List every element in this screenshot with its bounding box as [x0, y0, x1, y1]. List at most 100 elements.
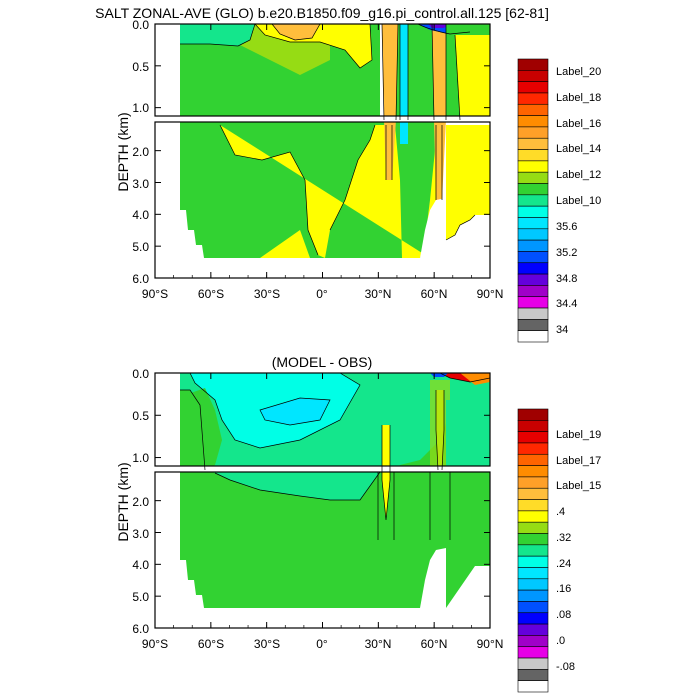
- cbar-2-swatch-24: [517, 680, 549, 693]
- cbar-1-label-2: Label_16: [556, 118, 601, 130]
- diff-region-north-cyan: [446, 400, 490, 472]
- cbar-1-swatch-2: [517, 81, 549, 94]
- panel-1-xtick-4: 30°N: [365, 287, 392, 301]
- cbar-1-swatch-0: [517, 58, 549, 71]
- cbar-1-label-6: 35.6: [556, 221, 577, 233]
- panel-2-ticks: [154, 372, 491, 629]
- panel-2-ytick-7: 6.0: [132, 622, 149, 636]
- diff-region-green-tongue: [185, 388, 222, 470]
- panel-1-ytick-5: 4.0: [132, 208, 149, 222]
- cbar-2-label-1: Label_17: [556, 455, 601, 467]
- diff-region-orange-surface: [460, 373, 490, 385]
- cbar-2-swatch-9: [517, 510, 549, 523]
- cbar-1-label-1: Label_18: [556, 92, 601, 104]
- cbar-1-swatch-23: [517, 319, 549, 331]
- panel-salt-zonal-ave: SALT ZONAL-AVE (GLO) b.e20.B1850.f09_g16…: [95, 5, 601, 343]
- land-mask-north-seafloor: [436, 198, 490, 278]
- cbar-1-label-4: Label_12: [556, 169, 601, 181]
- cbar-2-swatch-21: [517, 646, 549, 659]
- panel-1-title: SALT ZONAL-AVE (GLO) b.e20.B1850.f09_g16…: [95, 5, 549, 21]
- cbar-2-swatch-15: [517, 578, 549, 591]
- cbar-2-swatch-7: [517, 487, 549, 500]
- contour-region-purple-surface: [428, 24, 448, 28]
- cbar-2-swatch-2: [517, 431, 549, 444]
- contour-lines: [180, 24, 476, 256]
- cbar-1-swatch-10: [517, 171, 549, 184]
- cbar-1-swatch-16: [517, 239, 549, 252]
- panel-2-ytick-0: 0.0: [132, 367, 149, 381]
- panel-model-minus-obs: (MODEL - OBS): [115, 354, 601, 693]
- contour-region-cyan-column: [400, 24, 408, 144]
- panel-2-colorbar-labels: Label_19 Label_17 Label_15 .4 .32 .24 .1…: [556, 429, 601, 673]
- cbar-1-label-8: 34.8: [556, 273, 577, 285]
- panel-2-xtick-6: 90°N: [477, 637, 504, 651]
- diff-region-lightgreen-60n: [430, 380, 450, 472]
- section-gap: [155, 116, 490, 122]
- cbar-2-swatch-6: [517, 476, 549, 489]
- cbar-1-swatch-13: [517, 205, 549, 218]
- cbar-1-label-7: 35.2: [556, 247, 577, 259]
- panel-1-ytick-2: 1.0: [132, 101, 149, 115]
- panel-2-ytick-5: 4.0: [132, 558, 149, 572]
- cbar-1-label-5: Label_10: [556, 195, 601, 207]
- panel-2-contour-field: [155, 373, 490, 628]
- cbar-1-swatch-14: [517, 217, 549, 230]
- cbar-2-swatch-12: [517, 544, 549, 557]
- cbar-2-swatch-17: [517, 601, 549, 614]
- cbar-2-swatch-19: [517, 623, 549, 636]
- panel-1-xtick-6: 90°N: [477, 287, 504, 301]
- land-mask-seafloor: [215, 258, 420, 278]
- cbar-2-label-6: .16: [556, 583, 571, 595]
- cbar-2-swatch-23: [517, 669, 549, 681]
- panel-1-ticks: [154, 23, 491, 279]
- panel-2-ytick-1: 0.5: [132, 409, 149, 423]
- cbar-1-swatch-22: [517, 307, 549, 320]
- land-mask-south: [155, 24, 215, 278]
- panel-2-ytick-3: 2.0: [132, 495, 149, 509]
- cbar-2-swatch-20: [517, 635, 549, 648]
- cbar-2-swatch-16: [517, 589, 549, 602]
- panel-2-xtick-1: 60°S: [198, 637, 224, 651]
- land-mask-seafloor-2: [215, 608, 420, 628]
- cbar-2-label-2: Label_15: [556, 480, 601, 492]
- panel-2-xtick-4: 30°N: [365, 637, 392, 651]
- cbar-1-swatch-19: [517, 273, 549, 286]
- cbar-1-swatch-7: [517, 137, 549, 150]
- contour-region-cyan: [180, 24, 255, 46]
- cbar-2-label-5: .24: [556, 558, 571, 570]
- contour-region-yellow-lower: [220, 125, 440, 258]
- cbar-2-label-0: Label_19: [556, 429, 601, 441]
- panel-2-xtick-3: 0°: [316, 637, 328, 651]
- cbar-2-swatch-3: [517, 442, 549, 455]
- panel-1-ytick-3: 2.0: [132, 145, 149, 159]
- cbar-2-swatch-10: [517, 521, 549, 534]
- land-mask-north-2: [420, 550, 436, 628]
- panel-2-ytick-4: 3.0: [132, 527, 149, 541]
- panel-1-colorbar: [517, 58, 549, 343]
- cbar-2-swatch-22: [517, 657, 549, 670]
- cbar-2-label-8: .0: [556, 635, 565, 647]
- cbar-2-swatch-1: [517, 420, 549, 432]
- cbar-1-swatch-6: [517, 126, 549, 139]
- cbar-2-swatch-4: [517, 453, 549, 466]
- land-mask-south-2: [155, 373, 215, 628]
- cbar-1-swatch-8: [517, 149, 549, 162]
- cbar-1-swatch-20: [517, 285, 549, 298]
- cbar-2-swatch-0: [517, 408, 549, 421]
- cbar-2-label-9: -.08: [556, 661, 575, 673]
- cbar-1-swatch-18: [517, 262, 549, 275]
- cbar-1-label-10: 34: [556, 324, 568, 336]
- cbar-1-swatch-17: [517, 251, 549, 264]
- panel-1-xtick-5: 60°N: [421, 287, 448, 301]
- cbar-2-swatch-8: [517, 499, 549, 512]
- cbar-1-swatch-12: [517, 194, 549, 207]
- cbar-2-swatch-11: [517, 533, 549, 546]
- panel-2-ytick-2: 1.0: [132, 451, 149, 465]
- cbar-1-swatch-24: [517, 330, 549, 343]
- panel-1-xtick-2: 30°S: [254, 287, 280, 301]
- panel-1-xtick-1: 60°S: [198, 287, 224, 301]
- panel-2-colorbar: [517, 408, 549, 693]
- panel-2-title: (MODEL - OBS): [272, 354, 373, 370]
- panel-1-xtick-3: 0°: [316, 287, 328, 301]
